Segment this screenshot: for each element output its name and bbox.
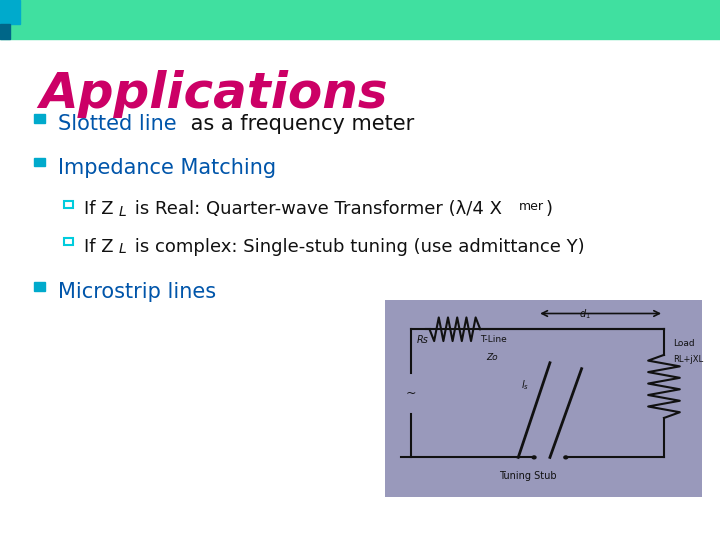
Bar — [34, 282, 45, 291]
Text: ~: ~ — [405, 387, 415, 400]
Text: If Z: If Z — [84, 200, 114, 218]
Text: $l_s$: $l_s$ — [521, 379, 528, 393]
Bar — [34, 158, 45, 166]
Text: Rs: Rs — [417, 335, 428, 345]
Bar — [0, 24, 10, 39]
Bar — [0, 0, 20, 24]
Circle shape — [564, 456, 567, 459]
Bar — [63, 201, 73, 207]
Text: $d_1$: $d_1$ — [579, 308, 590, 321]
Text: Impedance Matching: Impedance Matching — [58, 158, 276, 178]
Text: is Real: Quarter-wave Transformer (λ/4 X: is Real: Quarter-wave Transformer (λ/4 X — [129, 200, 502, 218]
Text: is complex: Single-stub tuning (use admittance Y): is complex: Single-stub tuning (use admi… — [129, 238, 585, 255]
Text: Load: Load — [673, 339, 695, 348]
Text: RL+jXL: RL+jXL — [673, 355, 703, 364]
Text: If Z: If Z — [84, 238, 114, 255]
Text: L: L — [119, 205, 127, 219]
Text: mer: mer — [519, 200, 544, 213]
Circle shape — [532, 456, 536, 459]
Text: L: L — [119, 242, 127, 256]
Text: Slotted line: Slotted line — [58, 114, 176, 134]
Text: ): ) — [546, 200, 553, 218]
Bar — [385, 300, 702, 497]
Bar — [63, 238, 73, 245]
Bar — [0, 0, 720, 39]
Text: Tuning Stub: Tuning Stub — [499, 471, 557, 481]
Text: as a frequency meter: as a frequency meter — [184, 114, 414, 134]
Text: Zo: Zo — [487, 353, 498, 362]
Text: Applications: Applications — [40, 70, 388, 118]
Bar — [34, 114, 45, 123]
Text: T-Line: T-Line — [480, 335, 507, 344]
Text: Microstrip lines: Microstrip lines — [58, 282, 216, 302]
